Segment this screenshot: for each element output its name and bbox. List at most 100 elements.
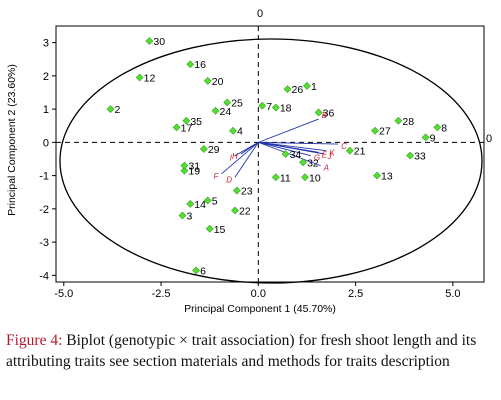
y-tick-label: 3 [43,38,49,50]
trait-vector [234,142,259,178]
y-tick-label: -3 [39,237,49,249]
genotype-label: 18 [280,102,292,114]
trait-label: K [329,149,335,158]
y-tick-label: 2 [43,71,49,83]
genotype-point [406,151,414,160]
x-axis-label: Principal Component 1 (45.70%) [184,303,336,315]
genotype-label: 15 [214,224,226,236]
y-tick-label: -1 [39,171,49,183]
genotype-label: 29 [208,144,220,156]
genotype-label: 36 [323,107,335,119]
genotype-label: 10 [309,172,321,184]
genotype-label: 27 [379,126,391,138]
trait-label: B [322,111,328,120]
genotype-point [135,73,144,82]
genotype-point [186,199,195,208]
genotype-point [299,158,307,167]
genotype-label: 30 [153,36,165,48]
genotype-label: 19 [188,166,200,178]
genotype-point [205,224,214,233]
genotype-label: 26 [292,84,304,96]
x-tick-label: 5.0 [445,288,460,300]
genotype-label: 11 [280,172,291,184]
genotype-label: 23 [241,186,253,198]
genotype-label: 7 [266,101,272,113]
genotype-label: 25 [231,97,243,109]
genotype-label: 5 [212,196,218,208]
genotype-label: 3 [186,211,192,223]
genotype-point [106,105,115,114]
trait-vector [258,141,321,167]
genotype-label: 12 [144,73,156,85]
genotype-point [172,123,181,132]
y-axis-label: Principal Component 2 (23.60%) [6,64,18,216]
x-tick-label: -2.5 [152,288,171,300]
genotype-point [281,150,290,158]
genotype-point [180,161,189,170]
genotype-point [373,171,381,180]
ref-label-top: 0 [257,8,263,20]
y-tick-label: 0 [43,137,49,149]
x-tick-label: -5.0 [54,288,73,300]
genotype-point [203,76,212,85]
trait-label: H [232,152,238,161]
trait-label: G [314,154,320,163]
genotype-label: 28 [402,116,414,128]
genotype-point [421,133,430,142]
figure-caption: Figure 4: Biplot (genotypic × trait asso… [6,330,496,372]
figure-caption-label: Figure 4: [6,332,63,349]
trait-label: I [230,154,233,163]
x-tick-label: 2.5 [348,288,363,300]
genotype-point [199,145,208,153]
genotype-point [229,126,237,135]
genotype-point [303,81,311,90]
trait-vector [221,142,259,175]
trait-vector [258,141,339,145]
trait-label: E [322,150,328,159]
genotype-label: 1 [311,81,317,93]
y-tick-label: -4 [39,270,49,282]
genotype-label: 22 [239,206,251,218]
genotype-point [233,186,241,195]
genotype-label: 24 [220,106,232,118]
genotype-point [192,266,200,275]
genotype-label: 33 [414,151,426,163]
genotype-point [314,108,323,117]
genotype-label: 32 [307,157,319,169]
genotype-point [186,60,195,69]
genotype-point [301,173,309,182]
trait-vector [258,118,319,143]
genotype-point [145,37,154,45]
genotype-point [258,101,267,110]
genotype-point [271,103,280,112]
trait-vector [258,141,319,153]
genotype-point [283,85,292,94]
genotype-point [345,146,354,155]
genotype-label: 34 [290,149,302,161]
genotype-point [433,123,442,132]
genotype-point [394,116,403,125]
genotype-point [231,206,239,215]
genotype-point [371,126,379,135]
genotype-point [223,98,232,107]
y-tick-label: -2 [39,204,49,216]
genotype-label: 21 [354,146,366,158]
plot-frame [55,25,485,284]
ref-label-right: 0 [486,133,492,145]
genotype-label: 6 [200,265,206,277]
x-tick-label: 0.0 [251,288,266,300]
trait-vector [258,141,311,157]
genotype-point [182,116,191,125]
trait-label: J [326,152,332,161]
genotype-point [203,196,212,205]
genotype-point [178,211,187,220]
genotype-point [211,106,220,115]
genotype-point [180,166,189,175]
trait-label: D [226,175,232,184]
genotype-label: 16 [194,59,206,71]
genotype-points: 1234567891011121314151617181920212223242… [106,36,447,277]
genotype-label: 17 [181,122,193,134]
